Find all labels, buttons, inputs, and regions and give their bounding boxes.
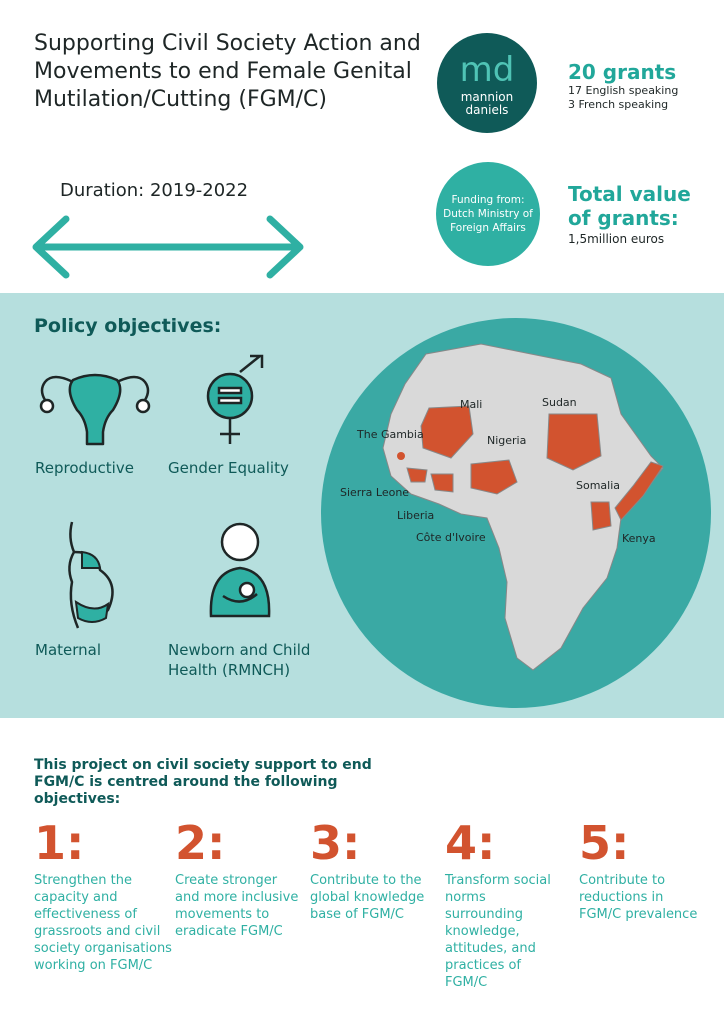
funding-text: Funding from: Dutch Ministry of Foreign …: [443, 194, 533, 234]
objective-3-text: Contribute to the global knowledge base …: [310, 873, 425, 922]
objective-4: 4: Transform social norms surrounding kn…: [445, 820, 565, 991]
logo-name-line2: daniels: [465, 103, 509, 117]
pregnant-woman-icon: [68, 521, 114, 629]
page-title: Supporting Civil Society Action and Move…: [34, 31, 421, 112]
objectives-intro: This project on civil society support to…: [34, 757, 372, 807]
uterus-icon: [39, 373, 151, 446]
logo-monogram: md: [459, 50, 515, 90]
logo-name: mannion daniels: [437, 91, 537, 117]
objective-5: 5: Contribute to reductions in FGM/C pre…: [579, 820, 699, 923]
objective-2-number: 2:: [175, 816, 226, 870]
country-the-gambia: The Gambia: [357, 428, 424, 441]
grants-french: 3 French speaking: [568, 98, 669, 111]
mother-child-icon: [209, 522, 271, 618]
total-label-2: of grants:: [568, 206, 679, 230]
double-arrow-icon: [32, 215, 304, 279]
objective-4-text: Transform social norms surrounding knowl…: [445, 873, 551, 990]
country-sudan: Sudan: [542, 396, 577, 409]
objective-4-number: 4:: [445, 816, 496, 870]
duration-label: Duration: 2019-2022: [60, 180, 249, 201]
country-kenya: Kenya: [622, 532, 656, 545]
country-nigeria: Nigeria: [487, 434, 527, 447]
objective-5-number: 5:: [579, 816, 630, 870]
total-amount: 1,5million euros: [568, 232, 665, 246]
total-value: Total value of grants: 1,5million euros: [568, 182, 691, 246]
policy-label-maternal: Maternal: [35, 641, 102, 659]
country-cote-divoire: Côte d'Ivoire: [416, 531, 486, 544]
africa-map: Mali Sudan The Gambia Nigeria Sierra Leo…: [321, 318, 711, 708]
policy-label-gender-equality: Gender Equality: [168, 459, 289, 477]
policy-heading: Policy objectives:: [34, 315, 222, 337]
country-somalia: Somalia: [576, 479, 621, 492]
total-label-1: Total value: [568, 182, 691, 206]
objective-5-text: Contribute to reductions in FGM/C preval…: [579, 873, 698, 922]
objective-1-text: Strengthen the capacity and effectivenes…: [34, 873, 172, 973]
grants-english: 17 English speaking: [568, 84, 679, 97]
objective-3: 3: Contribute to the global knowledge ba…: [310, 820, 438, 923]
country-mali: Mali: [460, 398, 483, 411]
country-liberia: Liberia: [397, 509, 435, 522]
mannion-daniels-logo: md mannion daniels: [437, 33, 537, 133]
objective-2: 2: Create stronger and more inclusive mo…: [175, 820, 305, 940]
policy-label-reproductive: Reproductive: [35, 459, 134, 477]
objective-3-number: 3:: [310, 816, 361, 870]
grants-summary: 20 grants 17 English speaking 3 French s…: [568, 60, 678, 112]
objective-1: 1: Strengthen the capacity and effective…: [34, 820, 174, 974]
country-sierra-leone: Sierra Leone: [340, 486, 410, 499]
funding-badge: Funding from: Dutch Ministry of Foreign …: [436, 162, 540, 266]
gender-equality-icon: [206, 354, 264, 444]
grants-count: 20 grants: [568, 60, 677, 84]
objective-1-number: 1:: [34, 816, 85, 870]
africa-map-graphic: [382, 343, 664, 671]
policy-label-rmnch: Newborn and Child Health (RMNCH): [168, 641, 311, 679]
objective-2-text: Create stronger and more inclusive movem…: [175, 873, 299, 939]
logo-name-line1: mannion: [460, 90, 514, 104]
